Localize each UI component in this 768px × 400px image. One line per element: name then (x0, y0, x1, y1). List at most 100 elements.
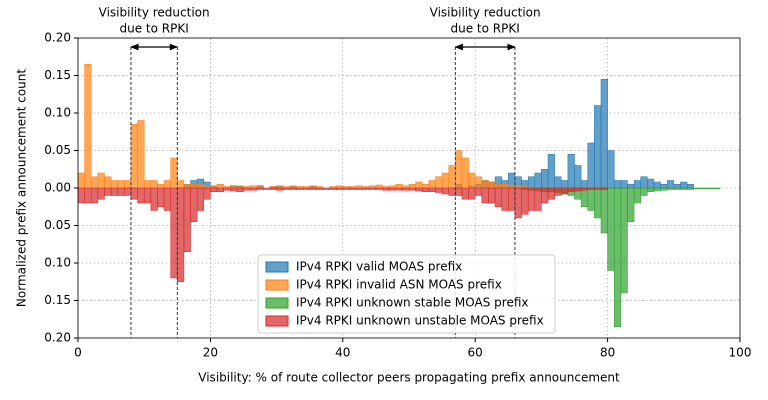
histogram-bar (627, 184, 635, 189)
histogram-bar (90, 187, 99, 204)
histogram-bar (468, 172, 476, 189)
legend-box (257, 254, 556, 334)
histogram-bar (613, 187, 622, 327)
histogram-bar (216, 184, 224, 189)
histogram-bar (514, 185, 522, 189)
histogram-bar (203, 187, 211, 200)
histogram-bar (474, 176, 483, 189)
histogram-bar (243, 187, 251, 191)
histogram-bar (620, 187, 628, 294)
histogram-bar (488, 187, 496, 204)
annotation-text: due to RPKI (450, 22, 519, 36)
x-tick-label: 80 (600, 346, 615, 360)
y-tick-label: 0.10 (44, 106, 71, 120)
histogram-bar (448, 187, 456, 196)
histogram-bar (349, 187, 357, 190)
histogram-bar (580, 180, 588, 189)
histogram-bar (130, 124, 138, 189)
histogram-bar (249, 187, 257, 191)
histogram-bar (216, 187, 224, 192)
histogram-bar (647, 178, 655, 189)
histogram-bar (150, 187, 158, 211)
y-tick-label: 0.20 (44, 331, 71, 345)
histogram-bar (421, 184, 430, 189)
histogram-bar (236, 185, 244, 189)
histogram-bar (666, 180, 675, 189)
histogram-bar (137, 187, 145, 204)
histogram-bar (163, 187, 171, 211)
histogram-bar (369, 187, 377, 190)
histogram-bar (600, 187, 608, 234)
histogram-bar (428, 180, 436, 189)
histogram-bar (322, 187, 330, 190)
histogram-bar (501, 184, 509, 189)
histogram-bar (653, 181, 661, 189)
histogram-bar (580, 187, 588, 207)
histogram-bar (375, 184, 383, 189)
histogram-bar (474, 187, 483, 196)
histogram-bar (335, 185, 344, 189)
histogram-bar (435, 187, 443, 193)
histogram-bar (461, 157, 469, 189)
histogram-bar (468, 187, 476, 200)
legend-swatch (265, 297, 289, 309)
histogram-bar (170, 187, 178, 279)
histogram-bar (640, 176, 648, 189)
histogram-bar (84, 64, 92, 189)
x-tick-label: 0 (74, 346, 82, 360)
histogram-bar (455, 187, 463, 196)
histogram-bar (276, 185, 284, 189)
histogram-bar (402, 187, 410, 191)
histogram-bar (296, 187, 304, 190)
legend-label: IPv4 RPKI valid MOAS prefix (296, 260, 462, 274)
histogram-bar (289, 185, 297, 189)
histogram-bar (501, 187, 509, 211)
histogram-bar (137, 120, 145, 189)
legend-swatch (265, 315, 289, 327)
histogram-bar (461, 187, 469, 200)
histogram-bar (587, 142, 595, 189)
histogram-bar (309, 187, 317, 190)
histogram-bar (117, 180, 125, 189)
histogram-bar (441, 172, 449, 189)
y-tick-label: 0.10 (44, 256, 71, 270)
histogram-bar (514, 187, 522, 219)
histogram-bar (130, 187, 138, 200)
histogram-bar (163, 180, 171, 189)
x-tick-label: 100 (729, 346, 752, 360)
histogram-bar (587, 187, 595, 190)
histogram-bar (117, 187, 125, 196)
histogram-bar (97, 172, 105, 189)
histogram-bar (402, 185, 410, 189)
histogram-bar (700, 187, 708, 189)
histogram-bar (653, 187, 661, 192)
histogram-bar (177, 180, 185, 189)
histogram-bar (607, 150, 615, 189)
histogram-bar (223, 187, 231, 191)
histogram-bar (110, 180, 118, 189)
histogram-bar (580, 187, 588, 191)
annotation-text: Visibility reduction (430, 6, 541, 20)
histogram-bar (196, 184, 205, 189)
histogram-bar (150, 180, 158, 189)
histogram-bar (541, 169, 549, 189)
histogram-bar (600, 187, 608, 190)
histogram-bar (561, 187, 569, 195)
histogram-bar (686, 187, 694, 190)
plot-frame (77, 37, 741, 339)
histogram-bar (77, 187, 85, 204)
histogram-bar (395, 187, 403, 191)
histogram-bar (574, 165, 582, 189)
histogram-bar (77, 172, 85, 189)
histogram-bar (633, 187, 641, 204)
histogram-bar (210, 187, 218, 192)
y-tick-label: 0.20 (44, 31, 71, 45)
histogram-bar (527, 176, 536, 189)
x-axis-label: Visibility: % of route collector peers p… (198, 371, 620, 385)
histogram-bar (587, 187, 595, 211)
histogram-bar (554, 187, 562, 196)
histogram-bar (382, 187, 390, 191)
histogram-bar (190, 187, 198, 222)
histogram-bar (567, 187, 575, 192)
